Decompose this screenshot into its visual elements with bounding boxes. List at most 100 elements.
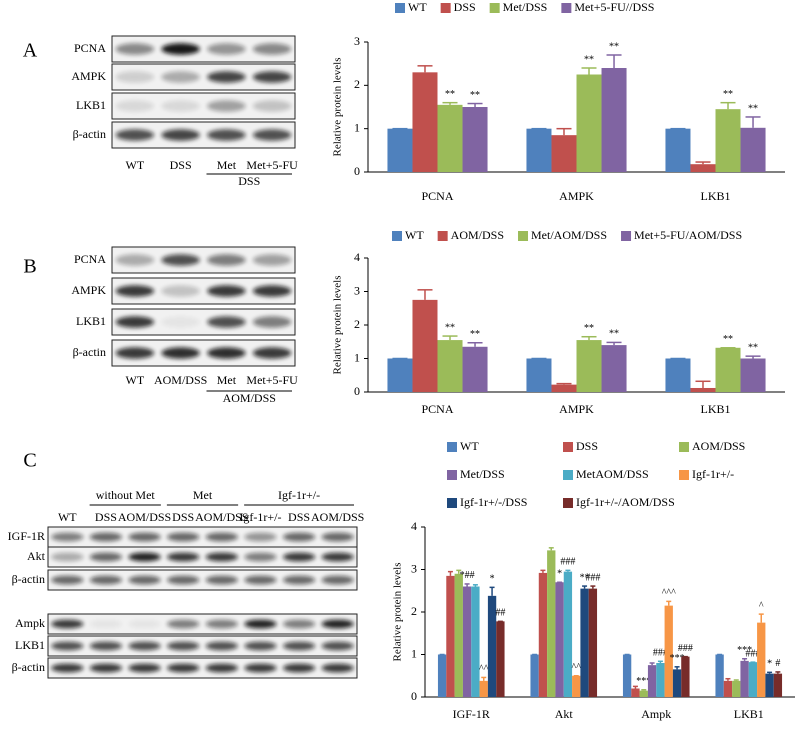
legend-swatch — [437, 231, 448, 241]
blot-band — [282, 663, 316, 673]
y-tick-label: 2 — [354, 317, 360, 331]
blot-row-label: β-actin — [12, 572, 45, 586]
significance-label: ### — [653, 648, 668, 659]
y-tick-label: 1 — [354, 120, 360, 134]
x-tick-label: Akt — [555, 707, 574, 721]
y-tick-label: 1 — [354, 350, 360, 364]
legend-label: Igf-1r+/- — [692, 467, 734, 481]
bar — [690, 164, 716, 172]
blot-band — [205, 552, 239, 562]
legend-swatch — [679, 470, 689, 480]
significance-label: ### — [745, 648, 760, 659]
blot-band — [244, 641, 277, 651]
blot-band — [166, 532, 200, 542]
bar — [538, 572, 548, 697]
blot-band — [207, 285, 246, 297]
legend-label: WT — [405, 228, 424, 242]
lane-label: AOM/DSS — [195, 510, 248, 524]
blot-row-label: PCNA — [74, 41, 106, 55]
significance-label: ** — [580, 572, 590, 583]
y-tick-label: 2 — [354, 77, 360, 91]
significance-label: *** — [737, 645, 752, 656]
blot-band — [115, 316, 155, 328]
legend-label: Igf-1r+/-/DSS — [460, 495, 527, 509]
lane-label: Met+5-FU — [246, 373, 298, 387]
bar — [647, 665, 657, 697]
legend-swatch — [518, 231, 529, 241]
lane-label: AOM/DSS — [311, 510, 364, 524]
blot-band — [166, 619, 200, 629]
group-label: Met — [193, 488, 213, 502]
panel-letter: A — [23, 40, 38, 62]
bar — [462, 107, 488, 172]
blot-band — [89, 532, 123, 542]
blot-band — [161, 254, 200, 266]
group-label: without Met — [96, 488, 156, 502]
bar — [446, 575, 455, 697]
bar — [576, 74, 602, 172]
blot-row-label: PCNA — [74, 252, 106, 266]
lane-label: DSS — [170, 158, 192, 172]
blot-band — [89, 619, 123, 629]
blot-band — [321, 532, 354, 542]
bar — [412, 299, 438, 392]
legend-swatch — [392, 231, 402, 241]
y-axis-label: Relative protein levels — [332, 276, 344, 375]
bar — [656, 663, 665, 697]
blot-band — [166, 552, 200, 562]
blot-band — [282, 619, 316, 629]
bar — [551, 384, 577, 392]
y-tick-label: 2 — [411, 604, 417, 618]
blot-band — [115, 43, 155, 55]
blot-band — [252, 129, 292, 141]
x-tick-label: PCNA — [421, 402, 453, 416]
legend-swatch — [563, 442, 573, 452]
significance-label: ^^ — [572, 662, 582, 673]
legend-swatch — [447, 498, 457, 508]
bar — [715, 347, 741, 392]
blot-band — [282, 532, 316, 542]
blot-band — [244, 532, 277, 542]
bar — [740, 127, 766, 172]
bar — [479, 680, 488, 697]
bar — [740, 358, 766, 392]
bar — [773, 673, 783, 697]
blot-band — [128, 663, 161, 673]
blot-row-label: IGF-1R — [8, 529, 45, 543]
y-tick-label: 3 — [354, 34, 360, 48]
legend-swatch — [679, 442, 689, 452]
significance-label: ### — [678, 643, 693, 654]
blot-band — [161, 71, 200, 83]
blot-band — [252, 316, 292, 328]
blot-band — [282, 575, 316, 585]
blot-band — [321, 552, 354, 562]
blot-band — [161, 316, 200, 328]
blot-band — [161, 100, 200, 112]
blot-band — [244, 663, 277, 673]
legend-swatch — [563, 498, 573, 508]
blot-band — [282, 641, 316, 651]
blot-band — [115, 347, 155, 359]
blot-band — [51, 532, 84, 542]
legend-swatch — [395, 3, 405, 13]
blot-strip — [47, 546, 358, 568]
blot-band — [252, 71, 292, 83]
bar — [496, 621, 505, 697]
y-tick-label: 3 — [411, 561, 417, 575]
x-tick-label: AMPK — [559, 189, 594, 203]
bar — [462, 346, 488, 392]
legend-swatch — [489, 3, 500, 13]
bar — [639, 690, 648, 697]
blot-row-label: LKB1 — [76, 314, 106, 328]
bar — [665, 358, 691, 392]
legend-swatch — [563, 470, 573, 480]
blot-band — [51, 575, 84, 585]
blot-strip — [47, 657, 358, 679]
blot-band — [205, 575, 239, 585]
bar — [715, 109, 741, 172]
bar — [601, 345, 627, 392]
blot-band — [166, 663, 200, 673]
y-tick-label: 3 — [354, 283, 360, 297]
blot-band — [282, 552, 316, 562]
